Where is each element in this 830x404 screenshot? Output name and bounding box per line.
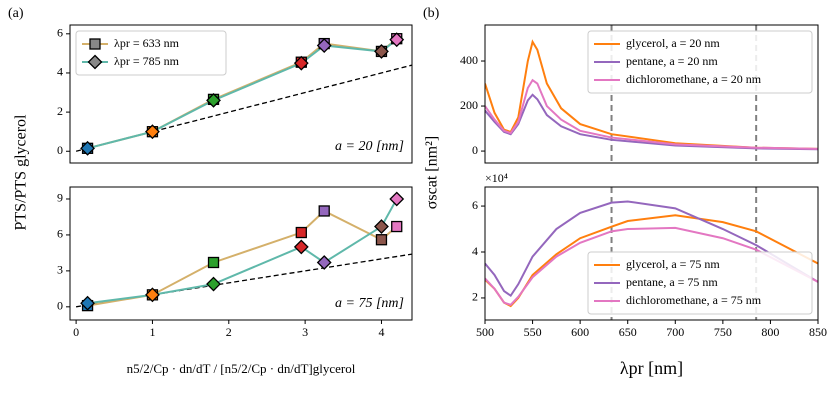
x-tick-label: 650 (619, 325, 637, 339)
marker (145, 287, 160, 303)
x-tick-label: 4 (378, 325, 384, 339)
marker (206, 92, 221, 108)
x-axis-label: n5/2/Cp · dn/dT / [n5/2/Cp · dn/dT]glyce… (127, 361, 356, 376)
x-tick-label: 1 (149, 325, 155, 339)
axes-frame (484, 186, 819, 321)
series-line (485, 39, 818, 150)
marker (316, 38, 332, 53)
y-tick-label: 0 (472, 143, 478, 157)
marker (374, 219, 389, 234)
y-tick-label: 4 (57, 65, 63, 79)
y-tick-label: 4 (472, 244, 478, 258)
marker (89, 38, 101, 50)
x-tick-label: 500 (476, 325, 494, 339)
marker (389, 32, 405, 48)
series-line (485, 200, 818, 298)
y-tick-label: 0 (57, 299, 63, 313)
x-tick-label: 850 (809, 325, 827, 339)
legend-label: λpr = 785 nm (114, 54, 180, 68)
marker (87, 54, 103, 70)
legend-label: λpr = 633 nm (114, 36, 180, 50)
marker (80, 140, 95, 156)
legend-box (587, 251, 813, 315)
series-line (485, 78, 818, 150)
legend-box (587, 30, 813, 94)
marker (207, 256, 220, 269)
y-tick-label: 9 (57, 191, 63, 205)
marker (389, 191, 405, 207)
y-axis-label: PTS/PTS glycerol (13, 114, 30, 231)
marker (293, 55, 309, 71)
y-tick-label: 6 (57, 26, 63, 40)
y-tick-label: 3 (57, 263, 63, 277)
legend-label: dichloromethane, a = 75 nm (626, 293, 762, 307)
series-line (87, 198, 398, 305)
y-tick-label: 400 (460, 53, 478, 67)
marker (206, 276, 221, 292)
y-tick-label: 2 (57, 104, 63, 118)
series-line (485, 93, 818, 151)
axes-frame (69, 186, 413, 321)
legend-label: glycerol, a = 75 nm (626, 257, 720, 271)
series-line (485, 226, 818, 306)
legend-label: pentane, a = 75 nm (626, 275, 718, 289)
x-tick-label: 750 (714, 325, 732, 339)
y-tick-label: 0 (57, 143, 63, 157)
scale-label: ×10⁴ (485, 171, 508, 185)
series-line (87, 209, 398, 307)
x-axis-label: λpr [nm] (620, 358, 683, 378)
x-tick-label: 800 (761, 325, 779, 339)
marker (80, 295, 95, 311)
x-tick-label: 2 (226, 325, 232, 339)
marker (295, 226, 307, 239)
axes-frame (69, 24, 413, 164)
marker (391, 220, 403, 233)
x-tick-label: 0 (73, 325, 79, 339)
annotation: a = 75 [nm] (335, 296, 404, 311)
legend-box (75, 30, 227, 76)
marker (375, 234, 388, 246)
legend-label: glycerol, a = 20 nm (626, 36, 720, 50)
y-axis-label: σscat [nm²] (424, 136, 441, 209)
annotation: a = 20 [nm] (335, 139, 404, 154)
x-tick-label: 700 (666, 325, 684, 339)
x-tick-label: 600 (571, 325, 589, 339)
y-tick-label: 2 (472, 290, 478, 304)
legend-label: dichloromethane, a = 20 nm (626, 72, 762, 86)
y-tick-label: 6 (57, 227, 63, 241)
axes-frame (484, 24, 819, 164)
y-tick-label: 6 (472, 198, 478, 212)
marker (316, 255, 332, 270)
y-tick-label: 200 (460, 98, 478, 112)
x-tick-label: 3 (302, 325, 308, 339)
legend-label: pentane, a = 20 nm (626, 54, 718, 68)
panel-label: (b) (423, 6, 440, 21)
x-tick-label: 550 (524, 325, 542, 339)
marker (374, 44, 389, 59)
panel-label: (a) (8, 6, 24, 21)
marker (293, 239, 309, 255)
marker (318, 205, 330, 217)
marker (145, 124, 160, 140)
